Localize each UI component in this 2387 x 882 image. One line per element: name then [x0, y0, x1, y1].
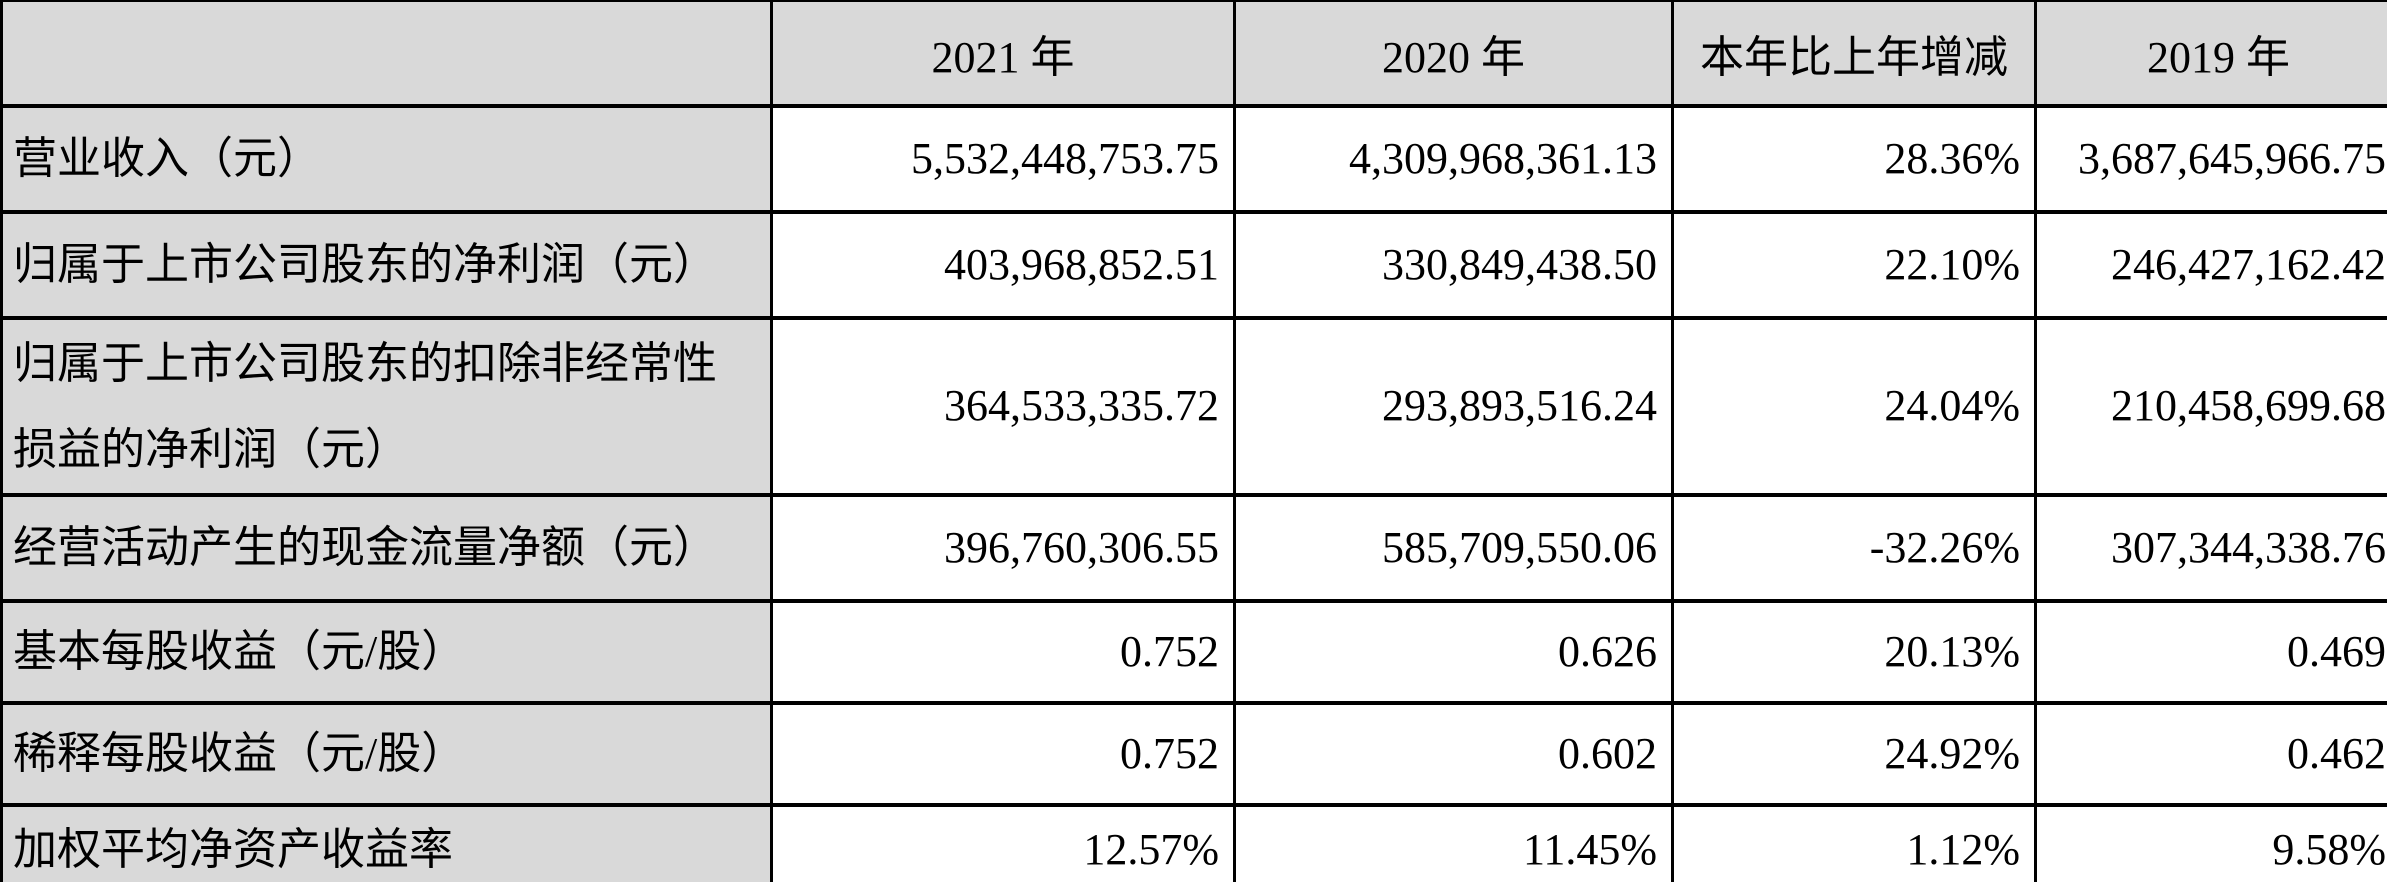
table-row-net-profit-excl-nonrecurring: 归属于上市公司股东的扣除非经常性 损益的净利润（元） 364,533,335.7… — [0, 316, 2387, 497]
value-cell: 0.469 — [2034, 599, 2387, 705]
value-cell: 0.752 — [770, 599, 1236, 705]
row-label: 归属于上市公司股东的净利润（元） — [0, 210, 773, 320]
value-cell: -32.26% — [1671, 493, 2037, 603]
column-header-2020: 2020 年 — [1233, 0, 1674, 108]
value-cell: 403,968,852.51 — [770, 210, 1236, 320]
value-cell: 22.10% — [1671, 210, 2037, 320]
value-cell: 330,849,438.50 — [1233, 210, 1674, 320]
value-cell: 20.13% — [1671, 599, 2037, 705]
table-row-net-profit: 归属于上市公司股东的净利润（元） 403,968,852.51 330,849,… — [0, 210, 2387, 320]
table-row-operating-revenue: 营业收入（元） 5,532,448,753.75 4,309,968,361.1… — [0, 104, 2387, 214]
value-cell: 3,687,645,966.75 — [2034, 104, 2387, 214]
value-cell: 585,709,550.06 — [1233, 493, 1674, 603]
row-label: 经营活动产生的现金流量净额（元） — [0, 493, 773, 603]
value-cell: 24.04% — [1671, 316, 2037, 497]
table-row-basic-eps: 基本每股收益（元/股） 0.752 0.626 20.13% 0.469 — [0, 599, 2387, 705]
table-row-operating-cash-flow: 经营活动产生的现金流量净额（元） 396,760,306.55 585,709,… — [0, 493, 2387, 603]
value-cell: 24.92% — [1671, 701, 2037, 807]
row-label: 稀释每股收益（元/股） — [0, 701, 773, 807]
table-row-diluted-eps: 稀释每股收益（元/股） 0.752 0.602 24.92% 0.462 — [0, 701, 2387, 807]
column-header-yoy-change: 本年比上年增减 — [1671, 0, 2037, 108]
value-cell: 396,760,306.55 — [770, 493, 1236, 603]
header-row: 2021 年 2020 年 本年比上年增减 2019 年 — [0, 0, 2387, 108]
row-label: 基本每股收益（元/股） — [0, 599, 773, 705]
value-cell: 5,532,448,753.75 — [770, 104, 1236, 214]
corner-header-cell — [0, 0, 773, 108]
value-cell: 210,458,699.68 — [2034, 316, 2387, 497]
row-label: 归属于上市公司股东的扣除非经常性 损益的净利润（元） — [0, 316, 773, 497]
value-cell: 364,533,335.72 — [770, 316, 1236, 497]
value-cell: 293,893,516.24 — [1233, 316, 1674, 497]
value-cell: 9.58% — [2034, 803, 2387, 882]
column-header-2021: 2021 年 — [770, 0, 1236, 108]
value-cell: 307,344,338.76 — [2034, 493, 2387, 603]
value-cell: 0.626 — [1233, 599, 1674, 705]
row-label: 加权平均净资产收益率 — [0, 803, 773, 882]
value-cell: 28.36% — [1671, 104, 2037, 214]
value-cell: 0.462 — [2034, 701, 2387, 807]
column-header-2019: 2019 年 — [2034, 0, 2387, 108]
value-cell: 12.57% — [770, 803, 1236, 882]
value-cell: 0.602 — [1233, 701, 1674, 807]
table-row-weighted-avg-roe: 加权平均净资产收益率 12.57% 11.45% 1.12% 9.58% — [0, 803, 2387, 882]
row-label: 营业收入（元） — [0, 104, 773, 214]
value-cell: 4,309,968,361.13 — [1233, 104, 1674, 214]
value-cell: 246,427,162.42 — [2034, 210, 2387, 320]
value-cell: 11.45% — [1233, 803, 1674, 882]
value-cell: 1.12% — [1671, 803, 2037, 882]
value-cell: 0.752 — [770, 701, 1236, 807]
